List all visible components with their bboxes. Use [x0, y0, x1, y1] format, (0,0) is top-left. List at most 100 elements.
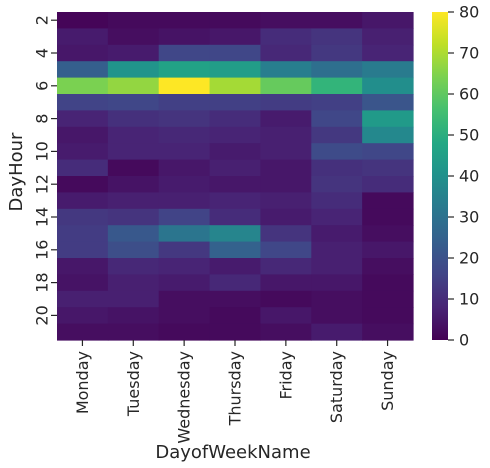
heatmap-cell	[260, 143, 312, 161]
x-tick-label: Monday	[73, 351, 92, 414]
x-tick-label: Thursday	[226, 351, 245, 426]
heatmap-cell	[107, 307, 160, 325]
colorbar-tick-label: 50	[459, 126, 479, 145]
heatmap-cell	[209, 307, 262, 325]
heatmap-cell	[57, 307, 109, 325]
heatmap-cell	[57, 77, 109, 95]
heatmap-cell	[362, 159, 414, 177]
heatmap-cells	[57, 12, 414, 341]
y-tick-label: 18	[33, 272, 52, 292]
heatmap-cell	[209, 176, 262, 193]
heatmap-cell	[57, 94, 109, 111]
heatmap-cell	[209, 44, 262, 62]
x-tick-label: Sunday	[378, 351, 397, 411]
heatmap-cell	[362, 77, 414, 95]
heatmap-cell	[362, 61, 414, 79]
heatmap-cell	[107, 208, 160, 226]
heatmap-cell	[107, 44, 160, 62]
heatmap-cell	[107, 192, 160, 210]
heatmap-cell	[107, 28, 160, 46]
heatmap-cell	[107, 110, 160, 128]
heatmap-cell	[209, 28, 262, 46]
heatmap-cell	[158, 159, 211, 177]
heatmap-cell	[158, 143, 211, 161]
heatmap-cell	[260, 225, 312, 243]
heatmap-cell	[260, 28, 312, 46]
heatmap-cell	[260, 274, 312, 292]
y-tick-label: 6	[33, 81, 52, 91]
y-tick-label: 10	[33, 141, 52, 161]
heatmap-cell	[107, 225, 160, 243]
heatmap-cell	[158, 225, 211, 243]
heatmap-cell	[57, 159, 109, 177]
colorbar-tick-label: 0	[459, 331, 469, 350]
heatmap-cell	[362, 274, 414, 292]
heatmap-cell	[311, 44, 363, 62]
heatmap-cell	[57, 258, 109, 275]
heatmap-cell	[362, 225, 414, 243]
heatmap-cell	[311, 241, 363, 259]
heatmap-cell	[362, 307, 414, 325]
heatmap-cell	[260, 77, 312, 95]
heatmap-cell	[57, 12, 109, 29]
heatmap-cell	[57, 274, 109, 292]
heatmap-cell	[209, 159, 262, 177]
heatmap-cell	[209, 258, 262, 275]
heatmap-cell	[107, 241, 160, 259]
heatmap-cell	[260, 44, 312, 62]
y-tick-label: 2	[33, 15, 52, 25]
heatmap-cell	[362, 192, 414, 210]
colorbar-tick-label: 20	[459, 249, 479, 268]
heatmap-cell	[158, 44, 211, 62]
heatmap-cell	[209, 94, 262, 111]
heatmap-cell	[107, 94, 160, 111]
heatmap-cell	[260, 307, 312, 325]
heatmap-cell	[209, 12, 262, 29]
heatmap-cell	[311, 208, 363, 226]
heatmap-cell	[158, 77, 211, 95]
heatmap-cell	[260, 208, 312, 226]
colorbar	[432, 12, 448, 340]
heatmap-cell	[57, 241, 109, 259]
heatmap-cell	[209, 241, 262, 259]
heatmap-cell	[209, 61, 262, 79]
heatmap-cell	[362, 94, 414, 111]
heatmap-cell	[209, 208, 262, 226]
heatmap-cell	[158, 12, 211, 29]
heatmap-cell	[311, 77, 363, 95]
heatmap-cell	[311, 307, 363, 325]
heatmap-cell	[311, 28, 363, 46]
heatmap-cell	[311, 258, 363, 275]
x-axis-title: DayofWeekName	[155, 442, 310, 463]
heatmap-cell	[57, 126, 109, 144]
heatmap-cell	[158, 176, 211, 193]
heatmap-cell	[362, 44, 414, 62]
y-tick-label: 4	[33, 48, 52, 58]
heatmap-cell	[158, 274, 211, 292]
heatmap-cell	[209, 126, 262, 144]
heatmap-cell	[107, 274, 160, 292]
heatmap-cell	[311, 176, 363, 193]
heatmap-cell	[107, 61, 160, 79]
heatmap-cell	[57, 323, 109, 341]
heatmap-cell	[107, 77, 160, 95]
heatmap-cell	[158, 126, 211, 144]
heatmap-cell	[57, 61, 109, 79]
y-tick-label: 20	[33, 305, 52, 325]
heatmap-cell	[57, 192, 109, 210]
heatmap-cell	[209, 77, 262, 95]
heatmap-cell	[107, 323, 160, 341]
heatmap-cell	[209, 143, 262, 161]
heatmap-cell	[311, 290, 363, 308]
heatmap-cell	[311, 126, 363, 144]
heatmap-cell	[260, 241, 312, 259]
heatmap-cell	[260, 192, 312, 210]
heatmap-cell	[260, 61, 312, 79]
heatmap-cell	[260, 126, 312, 144]
heatmap-cell	[158, 290, 211, 308]
heatmap-cell	[158, 208, 211, 226]
y-tick-label: 14	[33, 207, 52, 227]
heatmap-cell	[158, 61, 211, 79]
heatmap-cell	[362, 110, 414, 128]
heatmap-cell	[362, 290, 414, 308]
